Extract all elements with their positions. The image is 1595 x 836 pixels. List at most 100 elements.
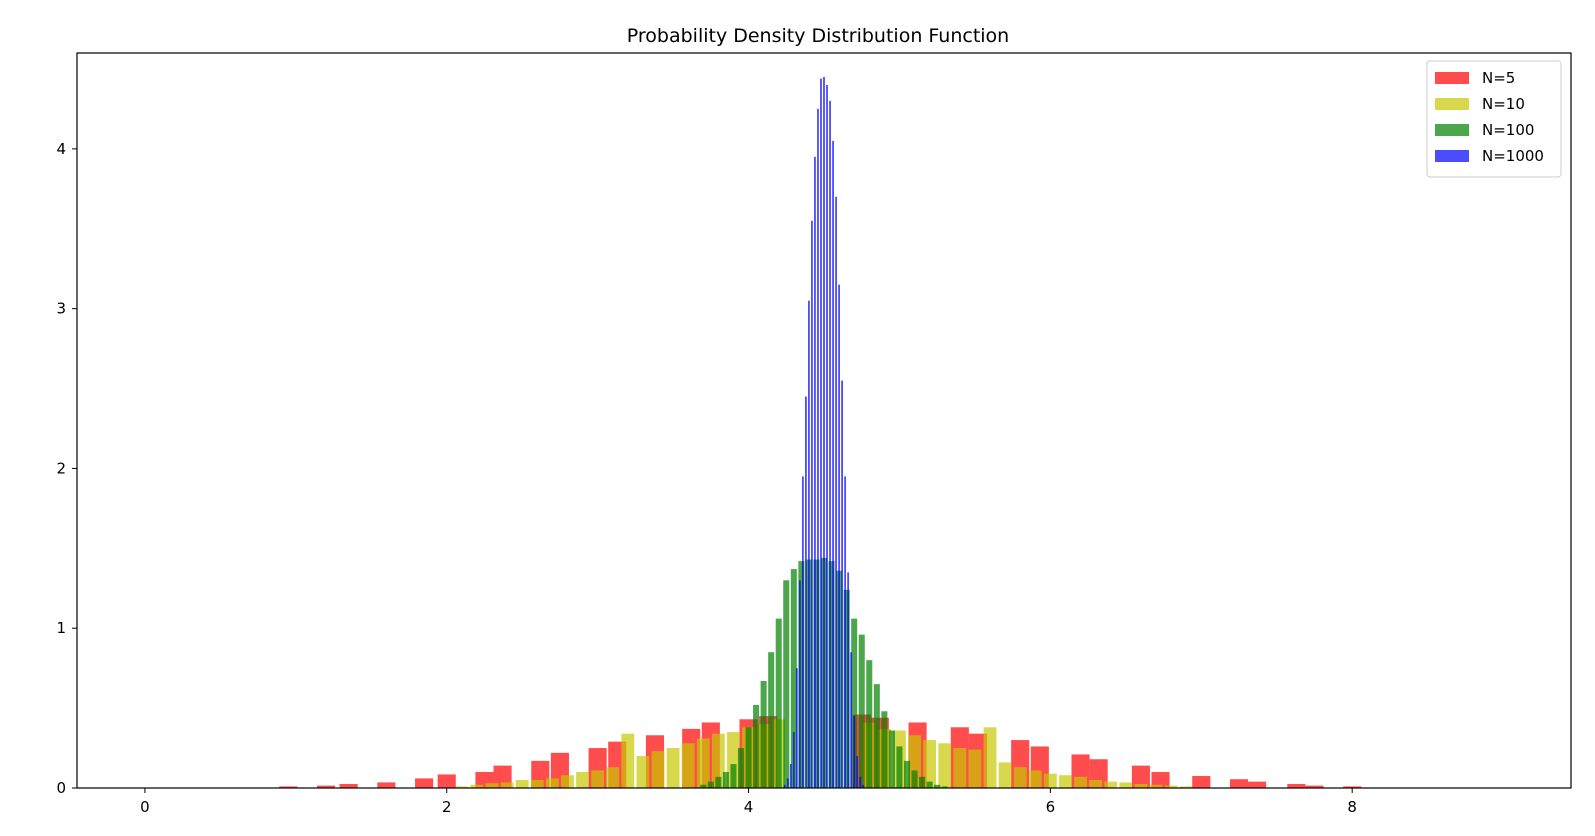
bar-N=1000-4 [795, 668, 798, 788]
bar-N=1000-0 [783, 784, 786, 788]
bar-N=100-32 [941, 786, 948, 788]
bar-N=10-14 [666, 748, 680, 788]
bar-N=1000-23 [853, 716, 856, 788]
bar-N=100-10 [775, 618, 782, 788]
bar-N=5-28 [1192, 776, 1211, 788]
bar-N=100-5 [737, 748, 745, 788]
bar-N=5-27 [1151, 772, 1170, 788]
bar-N=100-22 [866, 660, 873, 788]
bar-N=100-30 [926, 781, 933, 788]
bar-N=1000-21 [847, 572, 850, 788]
bar-N=1000-2 [789, 764, 792, 788]
bar-N=5-1 [316, 785, 336, 788]
bar-N=5-3 [377, 782, 396, 788]
plot-frame [76, 52, 1572, 789]
series-N=10 [455, 719, 1193, 788]
bar-N=10-37 [1089, 780, 1103, 788]
bar-N=10-6 [545, 778, 559, 788]
bar-N=10-27 [938, 743, 952, 788]
bar-N=10-17 [711, 733, 725, 788]
bar-N=10-38 [1104, 781, 1118, 788]
bar-N=10-42 [1164, 785, 1178, 788]
bar-N=5-2 [339, 784, 358, 788]
bar-N=100-13 [798, 561, 805, 788]
bar-N=5-26 [1131, 765, 1150, 788]
bar-N=100-31 [934, 784, 941, 788]
bar-N=10-5 [530, 780, 544, 788]
bar-N=1000-11 [817, 108, 819, 789]
bar-N=100-4 [730, 764, 737, 788]
legend-swatch-N=1000 [1435, 150, 1469, 162]
bar-N=1000-22 [850, 652, 853, 788]
bar-N=100-15 [813, 559, 820, 788]
bar-N=10-4 [515, 780, 529, 788]
bar-N=10-31 [998, 762, 1012, 788]
bar-N=5-30 [1248, 781, 1267, 788]
bar-N=10-32 [1013, 767, 1027, 788]
bar-N=5-31 [1287, 784, 1306, 788]
bar-N=100-19 [843, 589, 850, 788]
bar-N=10-2 [485, 783, 499, 788]
bar-N=10-7 [561, 775, 574, 788]
bar-N=1000-5 [798, 580, 801, 788]
bar-N=5-29 [1229, 779, 1249, 788]
bar-N=10-3 [500, 782, 514, 788]
y-tick-label: 0 [56, 779, 66, 797]
bar-N=1000-17 [835, 196, 837, 789]
y-tick-label: 2 [56, 459, 66, 477]
legend-swatch-N=5 [1435, 72, 1469, 84]
bar-N=1000-26 [862, 784, 865, 788]
bar-N=100-23 [873, 684, 880, 788]
ticks-layer: 0 2 4 6 8 0 1 2 3 4 [56, 140, 1357, 816]
bar-N=5-4 [415, 778, 434, 788]
bar-N=1000-14 [826, 84, 828, 788]
bar-N=10-16 [696, 738, 710, 788]
bar-N=10-43 [1179, 786, 1193, 788]
bar-N=100-0 [700, 784, 707, 788]
bar-N=10-12 [636, 756, 650, 788]
x-tick-label: 8 [1347, 798, 1357, 816]
bar-N=1000-25 [859, 776, 862, 788]
bar-N=100-7 [753, 704, 760, 788]
y-tick-label: 3 [56, 300, 66, 318]
bar-N=1000-7 [804, 396, 807, 788]
bar-N=10-40 [1134, 784, 1148, 788]
bar-N=100-26 [896, 746, 903, 788]
bars-layer [279, 76, 1362, 789]
legend-label-N=10: N=10 [1482, 95, 1525, 113]
bar-N=100-25 [888, 730, 895, 788]
bar-N=10-30 [983, 727, 997, 788]
bar-N=100-9 [768, 652, 775, 788]
bar-N=1000-10 [814, 156, 816, 789]
legend-box [1426, 60, 1562, 178]
y-tick-label: 4 [56, 140, 66, 158]
bar-N=1000-9 [811, 220, 813, 788]
bar-N=100-12 [790, 569, 797, 788]
legend-swatch-N=100 [1435, 124, 1469, 136]
x-tick-label: 2 [442, 798, 452, 816]
legend-label-N=100: N=100 [1482, 121, 1534, 139]
bar-N=10-41 [1149, 784, 1163, 788]
bar-N=10-39 [1119, 782, 1133, 788]
bar-N=100-28 [911, 770, 918, 788]
series-N=1000 [783, 76, 865, 789]
bar-N=10-8 [576, 772, 589, 788]
bar-N=10-18 [727, 732, 740, 788]
legend-label-N=1000: N=1000 [1482, 147, 1544, 165]
chart-title: Probability Density Distribution Functio… [627, 25, 1009, 47]
bar-N=1000-24 [856, 756, 859, 788]
bar-N=100-2 [715, 776, 722, 788]
bar-N=1000-13 [823, 76, 825, 789]
bar-N=100-8 [760, 680, 767, 788]
bar-N=10-33 [1028, 770, 1042, 788]
bar-N=5-5 [437, 774, 456, 788]
bar-N=5-7 [493, 765, 512, 788]
bar-N=1000-16 [832, 140, 834, 788]
bar-N=10-11 [621, 733, 635, 788]
bar-N=100-6 [745, 727, 752, 788]
bar-N=100-24 [881, 711, 888, 788]
bar-N=10-0 [455, 786, 469, 788]
bar-N=100-17 [828, 561, 835, 788]
bar-N=100-3 [722, 772, 729, 788]
bar-N=10-10 [606, 767, 620, 788]
